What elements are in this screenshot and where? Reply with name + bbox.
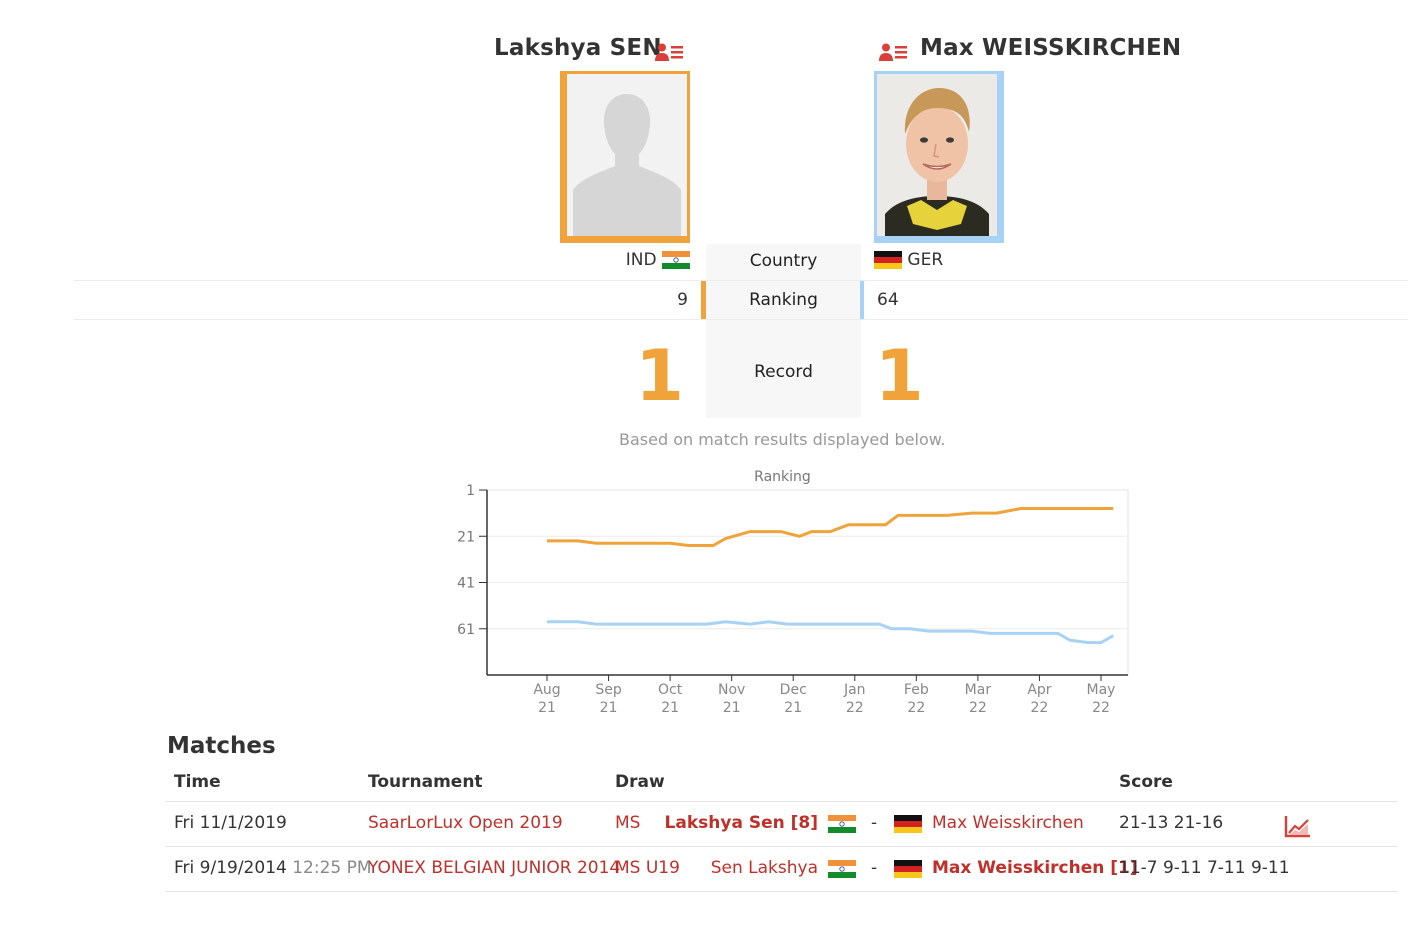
player1-photo [560,71,690,243]
match-score: 11-7 9-11 7-11 9-11 [1119,858,1290,878]
player1-country-code: IND [625,250,657,270]
chart-title: Ranking [754,470,811,485]
player1-country: IND [560,250,690,270]
x-tick-label: 22 [1031,700,1049,715]
x-tick-label: Sep [595,682,622,698]
player1-name[interactable]: Lakshya SEN [494,35,662,61]
silhouette-placeholder [567,74,687,236]
y-tick-label: 61 [457,622,475,638]
line-chart-icon[interactable] [1284,814,1312,838]
y-tick-label: 1 [466,483,475,499]
india-flag-icon [828,815,856,833]
header-tournament: Tournament [368,772,483,792]
match-player2-link[interactable]: Max Weisskirchen [932,813,1084,833]
germany-flag-icon [874,251,902,269]
divider [165,891,1398,892]
x-tick-label: Oct [658,682,683,698]
versus-separator: - [871,813,878,833]
germany-flag-icon [894,815,922,833]
player-portrait [877,74,997,236]
x-tick-label: Dec [780,682,807,698]
x-tick-label: 21 [784,700,802,715]
x-tick-label: Aug [533,682,560,698]
player1-record: 1 [635,335,684,417]
player1-ranking-bar [701,281,706,320]
match-date: Fri 11/1/2019 [174,813,287,833]
india-flag-icon [828,860,856,878]
ranking-label: Ranking [706,281,861,320]
series-line-2 [547,620,1115,645]
x-tick-label: 21 [661,700,679,715]
series-line-1 [547,507,1114,547]
x-tick-label: Jan [843,682,866,698]
india-flag-icon [662,251,690,269]
player2-profile-icon[interactable] [878,42,908,62]
match-player1-link[interactable]: Sen Lakshya [710,858,818,878]
match-date: Fri 9/19/2014 12:25 PM [174,858,372,878]
versus-separator: - [871,858,878,878]
x-tick-label: 21 [600,700,618,715]
player2-ranking: 64 [877,290,899,310]
y-tick-label: 21 [457,529,475,545]
record-label: Record [706,320,861,418]
x-tick-label: 22 [907,700,925,715]
match-player2-link[interactable]: Max Weisskirchen [1] [932,858,1138,878]
match-time: 12:25 PM [292,858,372,878]
player2-name[interactable]: Max WEISSKIRCHEN [920,35,1182,61]
header-time: Time [174,772,221,792]
player2-country-code: GER [907,250,944,270]
x-tick-label: 22 [1092,700,1110,715]
draw-link[interactable]: MS [615,813,641,833]
divider [165,801,1398,802]
matches-title: Matches [167,733,276,759]
divider [74,319,1408,320]
player2-photo [874,71,1004,243]
match-score: 21-13 21-16 [1119,813,1224,833]
y-tick-label: 41 [457,576,475,592]
x-tick-label: Apr [1027,682,1051,698]
tournament-link[interactable]: SaarLorLux Open 2019 [368,813,563,833]
x-tick-label: 21 [538,700,556,715]
player1-ranking: 9 [677,290,688,310]
x-tick-label: 22 [969,700,987,715]
header-draw: Draw [615,772,665,792]
match-date-day: Fri 9/19/2014 [174,858,287,878]
match-player1-link[interactable]: Lakshya Sen [8] [664,813,818,833]
player2-country: GER [874,250,943,270]
x-tick-label: May [1087,682,1116,698]
header-score: Score [1119,772,1173,792]
player1-profile-icon[interactable] [654,42,684,62]
x-tick-label: Mar [965,682,992,698]
x-tick-label: 22 [846,700,864,715]
player2-record: 1 [875,335,924,417]
divider [165,846,1398,847]
divider [74,280,1408,281]
ranking-chart: Ranking 1 21 41 61 Aug 21 Sep 21 Oct 21 Nov 21 Dec 21 J… [457,470,1129,715]
x-tick-label: 21 [723,700,741,715]
x-tick-label: Feb [904,682,929,698]
record-note: Based on match results displayed below. [619,430,946,449]
x-tick-label: Nov [718,682,745,698]
country-label: Country [706,244,861,280]
tournament-link[interactable]: YONEX BELGIAN JUNIOR 2014 [368,858,621,878]
draw-link[interactable]: MS U19 [615,858,680,878]
player2-ranking-bar [860,281,864,320]
germany-flag-icon [894,860,922,878]
